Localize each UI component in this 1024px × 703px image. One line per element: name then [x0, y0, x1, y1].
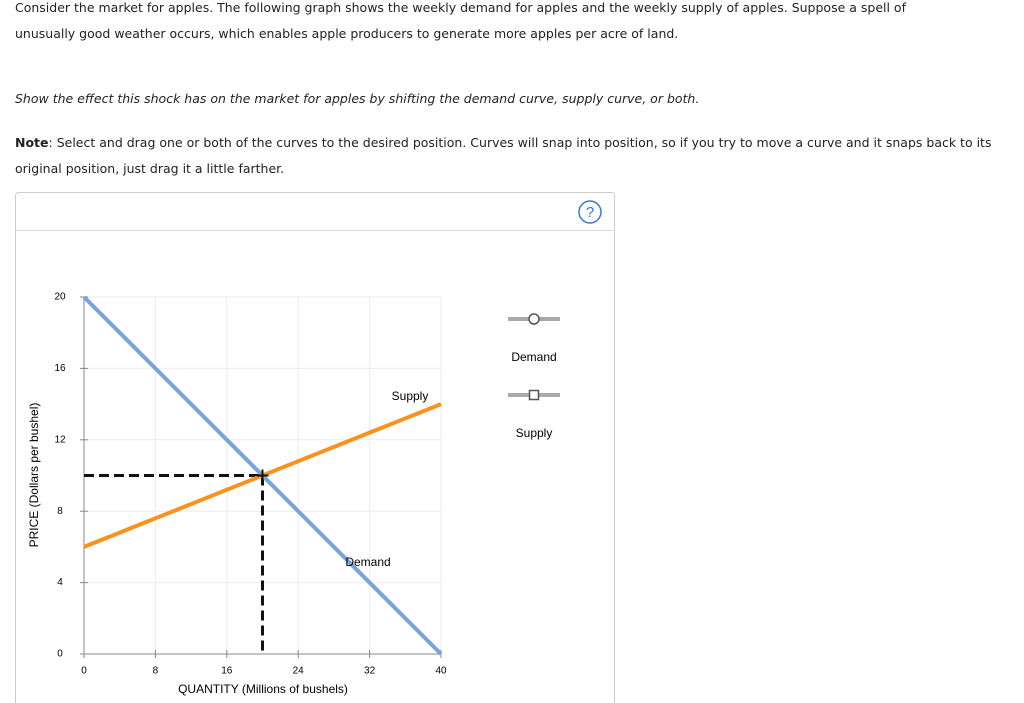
y-axis-label: PRICE (Dollars per bushel): [27, 403, 41, 548]
y-tick-label: 4: [57, 577, 63, 588]
prompt-line: Consider the market for apples. The foll…: [15, 0, 906, 15]
x-axis-label: QUANTITY (Millions of bushels): [178, 682, 348, 696]
panel-frame: [15, 192, 615, 703]
curve-label: Demand: [345, 555, 390, 569]
help-icon-text[interactable]: ?: [586, 204, 594, 221]
y-tick-label: 16: [54, 363, 66, 374]
legend-label: Demand: [511, 350, 556, 364]
x-tick-label: 24: [293, 666, 305, 677]
legend-label: Supply: [516, 426, 553, 440]
x-tick-label: 32: [364, 666, 376, 677]
note-text: : Select and drag one or both of the cur…: [15, 135, 992, 176]
legend-marker[interactable]: [528, 313, 540, 325]
x-tick-label: 16: [221, 666, 233, 677]
x-tick-label: 8: [153, 666, 159, 677]
x-tick-label: 40: [435, 666, 447, 677]
equilibrium-marker: [256, 469, 269, 482]
instruction: Show the effect this shock has on the ma…: [15, 91, 700, 106]
note: Note: Select and drag one or both of the…: [15, 130, 1021, 182]
note-label: Note: [15, 135, 49, 150]
prompt-line: unusually good weather occurs, which ena…: [15, 26, 679, 41]
y-tick-label: 0: [57, 649, 63, 660]
curve-label: Supply: [392, 389, 429, 403]
y-tick-label: 20: [54, 292, 66, 303]
help-icon[interactable]: [578, 200, 602, 224]
x-tick-label: 0: [81, 666, 87, 677]
legend-marker[interactable]: [528, 389, 540, 401]
y-tick-label: 8: [57, 506, 63, 517]
y-tick-label: 12: [54, 434, 66, 445]
